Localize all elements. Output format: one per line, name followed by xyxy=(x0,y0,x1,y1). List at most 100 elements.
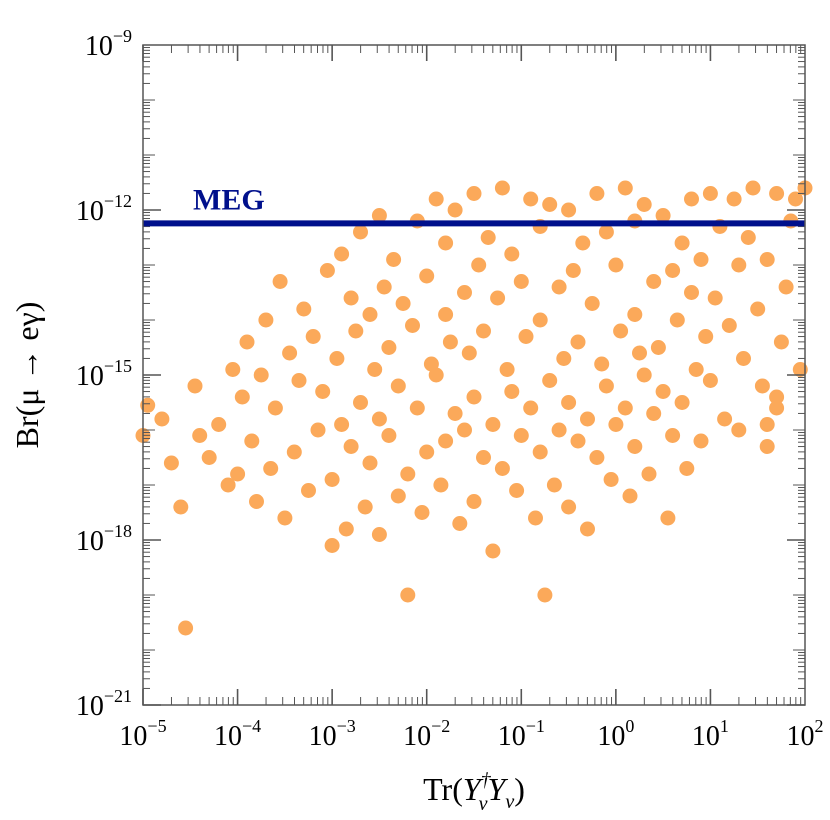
data-point xyxy=(476,323,491,339)
data-point xyxy=(310,422,326,438)
data-point xyxy=(376,279,392,295)
x-title-close: ) xyxy=(514,771,525,807)
data-point xyxy=(759,439,775,454)
data-point xyxy=(603,472,619,487)
data-point xyxy=(561,395,577,410)
data-point xyxy=(400,587,416,603)
data-point xyxy=(580,411,595,427)
data-point xyxy=(646,406,662,421)
data-point xyxy=(561,499,577,515)
data-point xyxy=(580,521,595,537)
data-point xyxy=(461,345,477,361)
data-point xyxy=(263,461,279,476)
data-point xyxy=(736,351,751,366)
data-point xyxy=(598,224,614,240)
data-point xyxy=(419,444,435,460)
data-point xyxy=(447,406,463,421)
data-point xyxy=(286,444,302,460)
data-point xyxy=(357,499,373,515)
x-tick-label: 10−1 xyxy=(498,716,545,752)
data-point xyxy=(211,417,227,432)
data-point xyxy=(608,417,624,432)
data-point xyxy=(636,367,652,383)
data-point xyxy=(679,461,695,476)
data-point xyxy=(395,296,411,311)
data-point xyxy=(646,274,662,289)
x-title-sub1: ν xyxy=(479,793,488,815)
data-point xyxy=(301,483,316,498)
data-point xyxy=(665,428,681,443)
x-tick-label: 10−5 xyxy=(119,716,166,752)
data-point xyxy=(650,340,666,355)
data-point xyxy=(740,230,756,245)
data-point xyxy=(282,345,298,361)
data-point xyxy=(220,477,236,493)
data-point xyxy=(565,263,581,278)
data-point xyxy=(589,450,605,465)
plot-frame xyxy=(142,44,806,706)
data-point xyxy=(362,307,378,322)
data-point xyxy=(154,411,170,427)
data-point xyxy=(717,411,733,427)
data-point xyxy=(239,334,255,350)
data-point xyxy=(201,450,217,465)
data-point xyxy=(546,477,562,493)
data-point xyxy=(684,191,699,207)
data-point xyxy=(721,318,737,333)
data-point xyxy=(296,301,312,317)
data-point xyxy=(532,444,548,460)
data-point xyxy=(769,400,785,416)
y-axis-title: Br(μ → eγ) xyxy=(9,302,45,449)
data-point xyxy=(688,362,704,377)
data-point xyxy=(267,400,283,416)
data-point xyxy=(414,505,430,520)
data-point xyxy=(452,516,468,531)
data-point xyxy=(367,362,383,377)
data-point xyxy=(381,340,397,355)
data-point xyxy=(745,180,761,196)
y-tick-label: 10−12 xyxy=(76,191,132,227)
data-point xyxy=(561,202,577,218)
data-point xyxy=(381,428,397,443)
data-point xyxy=(551,279,567,295)
data-point xyxy=(329,351,345,366)
data-point xyxy=(315,384,331,399)
x-title-tr: Tr( xyxy=(423,771,463,807)
data-point xyxy=(457,285,472,300)
data-point xyxy=(324,472,340,487)
data-point xyxy=(433,477,449,493)
data-point xyxy=(178,620,194,636)
data-point xyxy=(584,296,600,311)
data-point xyxy=(348,323,364,339)
data-point xyxy=(438,307,454,322)
data-point xyxy=(466,186,482,201)
data-point xyxy=(334,246,350,262)
data-point xyxy=(438,235,454,251)
data-point xyxy=(428,191,444,207)
data-point xyxy=(390,488,406,504)
data-point xyxy=(476,450,491,465)
data-point xyxy=(570,334,586,350)
data-point xyxy=(750,301,766,317)
x-title-y1: Y xyxy=(463,771,484,807)
data-point xyxy=(504,384,520,399)
data-point xyxy=(655,384,671,399)
points-layer xyxy=(135,180,813,636)
data-point xyxy=(636,197,652,212)
data-point xyxy=(353,224,368,240)
data-point xyxy=(447,202,463,218)
data-point xyxy=(523,400,539,416)
data-point xyxy=(759,417,775,432)
data-point xyxy=(258,312,274,328)
x-tick-label: 10−3 xyxy=(309,716,356,752)
data-point xyxy=(702,373,718,388)
data-point xyxy=(442,334,458,350)
data-point xyxy=(225,362,241,377)
data-point xyxy=(627,439,643,454)
data-point xyxy=(249,494,264,509)
x-tick-label: 100 xyxy=(597,716,634,752)
data-point xyxy=(466,389,482,405)
data-point xyxy=(371,527,387,542)
data-point xyxy=(518,329,534,344)
